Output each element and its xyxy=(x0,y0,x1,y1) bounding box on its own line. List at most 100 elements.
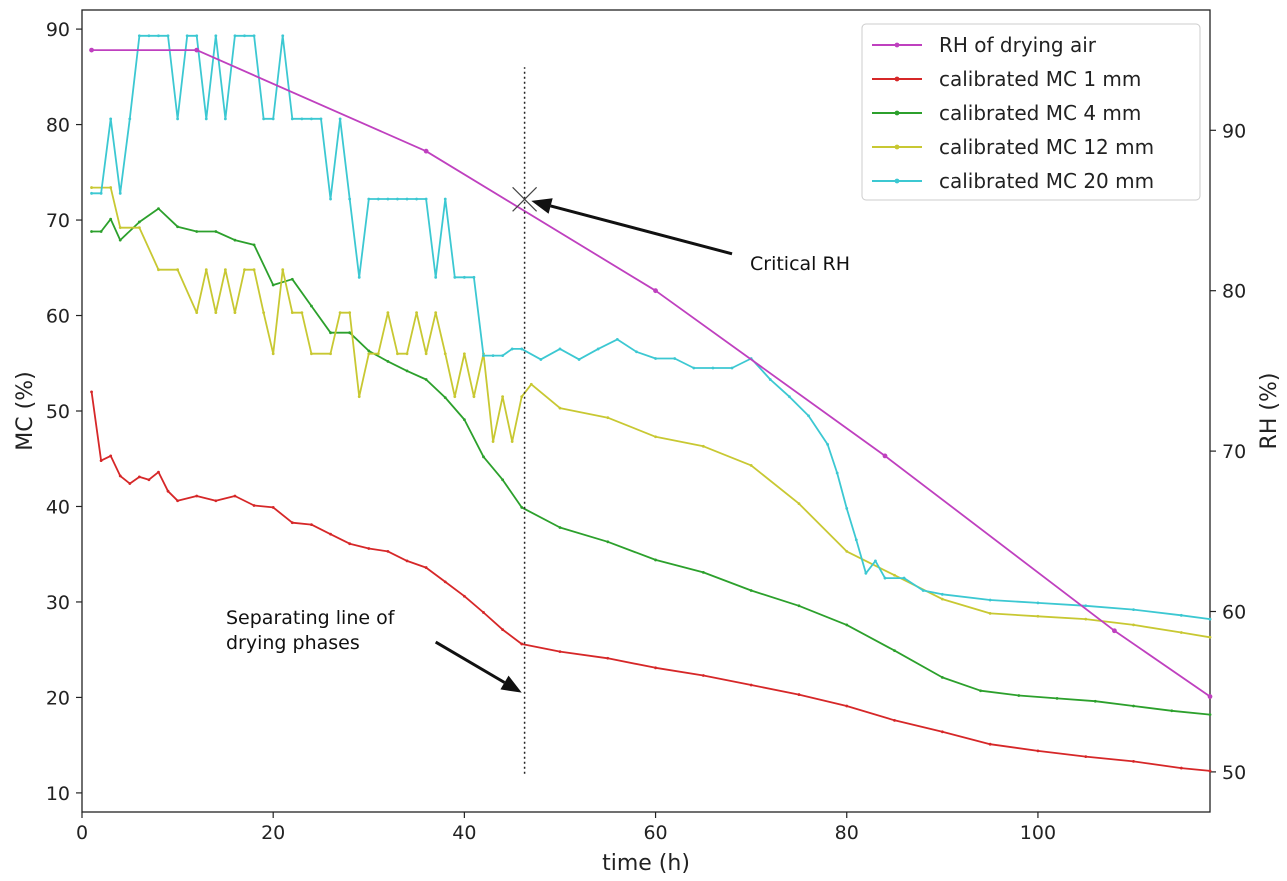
data-point-calibrated-mc-20-mm xyxy=(1036,601,1040,605)
series-line-calibrated-mc-12-mm xyxy=(91,186,1211,639)
data-point-calibrated-mc-4-mm xyxy=(386,359,390,363)
data-point-calibrated-mc-12-mm xyxy=(204,268,208,272)
data-point-calibrated-mc-20-mm xyxy=(367,197,371,201)
data-point-calibrated-mc-20-mm xyxy=(443,197,447,201)
x-tick-label: 60 xyxy=(643,822,667,844)
data-point-calibrated-mc-12-mm xyxy=(501,395,505,399)
data-point-calibrated-mc-4-mm xyxy=(1017,694,1021,697)
data-point-calibrated-mc-1-mm xyxy=(701,674,705,677)
data-point-calibrated-mc-4-mm xyxy=(845,623,849,627)
data-point-calibrated-mc-4-mm xyxy=(90,230,93,233)
data-point-calibrated-mc-20-mm xyxy=(166,34,170,38)
separating-line-label: drying phases xyxy=(226,632,360,654)
data-point-calibrated-mc-1-mm xyxy=(462,594,466,598)
data-point-calibrated-mc-20-mm xyxy=(491,354,495,358)
data-point-calibrated-mc-12-mm xyxy=(424,352,428,356)
data-point-calibrated-mc-12-mm xyxy=(1208,635,1212,639)
data-point-calibrated-mc-1-mm xyxy=(988,742,992,746)
data-point-calibrated-mc-20-mm xyxy=(845,506,849,510)
separating-line-arrow-shaft xyxy=(434,640,506,684)
data-point-calibrated-mc-12-mm xyxy=(357,395,361,399)
data-point-calibrated-mc-20-mm xyxy=(787,395,791,399)
data-point-calibrated-mc-4-mm xyxy=(462,418,466,421)
data-point-calibrated-mc-20-mm xyxy=(577,358,581,361)
data-point-calibrated-mc-1-mm xyxy=(1179,766,1183,770)
data-point-calibrated-mc-20-mm xyxy=(883,576,887,580)
data-point-calibrated-mc-20-mm xyxy=(386,197,390,201)
y-left-tick-label: 90 xyxy=(46,19,70,41)
data-point-calibrated-mc-12-mm xyxy=(396,352,399,356)
data-point-calibrated-mc-20-mm xyxy=(501,354,505,358)
data-point-calibrated-mc-4-mm xyxy=(214,230,218,233)
data-point-calibrated-mc-4-mm xyxy=(1093,699,1097,703)
data-point-calibrated-mc-4-mm xyxy=(367,349,371,353)
x-tick-label: 100 xyxy=(1020,822,1056,844)
data-point-calibrated-mc-12-mm xyxy=(137,226,141,230)
data-point-calibrated-mc-12-mm xyxy=(300,311,304,315)
y-left-tick-label: 50 xyxy=(46,401,70,423)
data-point-calibrated-mc-12-mm xyxy=(338,311,342,315)
data-point-calibrated-mc-20-mm xyxy=(558,347,562,351)
data-point-calibrated-mc-12-mm xyxy=(529,382,533,386)
data-point-calibrated-mc-4-mm xyxy=(348,331,352,335)
data-point-calibrated-mc-20-mm xyxy=(195,34,199,38)
data-point-calibrated-mc-1-mm xyxy=(290,521,294,525)
tick-group: 0 20 40 60 80 100 10 20 30 40 50 60 70 80 90 50 60 70 80 90 xyxy=(46,19,1246,844)
data-point-calibrated-mc-12-mm xyxy=(893,573,896,577)
annotation-group: Critical RH Separating line of drying phas… xyxy=(226,67,850,774)
data-point-calibrated-mc-20-mm xyxy=(157,34,160,38)
data-point-calibrated-mc-20-mm xyxy=(204,117,208,121)
data-point-calibrated-mc-20-mm xyxy=(835,471,839,475)
data-point-calibrated-mc-1-mm xyxy=(329,532,332,536)
data-point-calibrated-mc-4-mm xyxy=(749,589,753,592)
data-point-calibrated-mc-20-mm xyxy=(118,191,122,195)
data-point-calibrated-mc-12-mm xyxy=(329,352,332,356)
series-line-calibrated-mc-1-mm xyxy=(90,391,1211,772)
data-point-calibrated-mc-12-mm xyxy=(376,352,380,356)
data-point-calibrated-mc-1-mm xyxy=(195,494,199,498)
data-point-calibrated-mc-20-mm xyxy=(338,117,342,121)
critical-rh-label: Critical RH xyxy=(750,253,850,275)
data-point-rh-of-drying-air xyxy=(89,47,94,53)
legend: RH of drying air calibrated MC 1 mm calibr… xyxy=(861,23,1201,201)
data-point-calibrated-mc-4-mm xyxy=(1055,696,1059,700)
data-point-calibrated-mc-12-mm xyxy=(405,352,409,356)
data-point-calibrated-mc-12-mm xyxy=(1036,614,1040,618)
data-point-calibrated-mc-20-mm xyxy=(185,34,189,38)
data-point-calibrated-mc-1-mm xyxy=(797,693,801,696)
data-point-calibrated-mc-1-mm xyxy=(405,559,409,563)
data-point-calibrated-mc-4-mm xyxy=(405,369,409,373)
data-point-calibrated-mc-12-mm xyxy=(157,268,160,272)
data-point-calibrated-mc-4-mm xyxy=(118,238,122,242)
data-point-calibrated-mc-20-mm xyxy=(874,559,877,563)
legend-marker-calibrated-mc-20-mm xyxy=(894,178,900,184)
data-point-calibrated-mc-12-mm xyxy=(262,311,266,315)
data-point-calibrated-mc-20-mm xyxy=(472,275,476,279)
data-point-calibrated-mc-1-mm xyxy=(214,499,218,503)
data-point-calibrated-mc-12-mm xyxy=(797,502,801,506)
data-point-calibrated-mc-1-mm xyxy=(1208,769,1212,773)
data-point-calibrated-mc-12-mm xyxy=(443,352,447,356)
data-point-calibrated-mc-4-mm xyxy=(271,283,275,287)
data-point-calibrated-mc-20-mm xyxy=(635,350,638,354)
data-point-rh-of-drying-air xyxy=(1112,628,1117,634)
data-point-calibrated-mc-20-mm xyxy=(424,197,428,201)
data-point-calibrated-mc-20-mm xyxy=(673,357,677,360)
data-point-calibrated-mc-12-mm xyxy=(749,464,753,467)
data-point-calibrated-mc-1-mm xyxy=(348,542,352,546)
data-point-rh-of-drying-air xyxy=(653,288,658,294)
data-point-calibrated-mc-20-mm xyxy=(711,366,715,370)
data-point-calibrated-mc-4-mm xyxy=(893,649,896,653)
data-point-calibrated-mc-4-mm xyxy=(290,277,294,281)
data-point-calibrated-mc-1-mm xyxy=(845,704,849,708)
data-point-calibrated-mc-4-mm xyxy=(1170,709,1174,713)
data-point-calibrated-mc-20-mm xyxy=(1084,604,1088,608)
data-point-calibrated-mc-1-mm xyxy=(520,642,524,646)
y-right-tick-label: 90 xyxy=(1222,120,1246,142)
legend-label-calibrated-mc-1-mm: calibrated MC 1 mm xyxy=(939,67,1141,91)
data-point-calibrated-mc-1-mm xyxy=(1132,759,1135,763)
y-axis-label-left: MC (%) xyxy=(13,371,38,450)
y-left-tick-label: 60 xyxy=(46,306,70,328)
data-point-calibrated-mc-20-mm xyxy=(415,197,418,201)
